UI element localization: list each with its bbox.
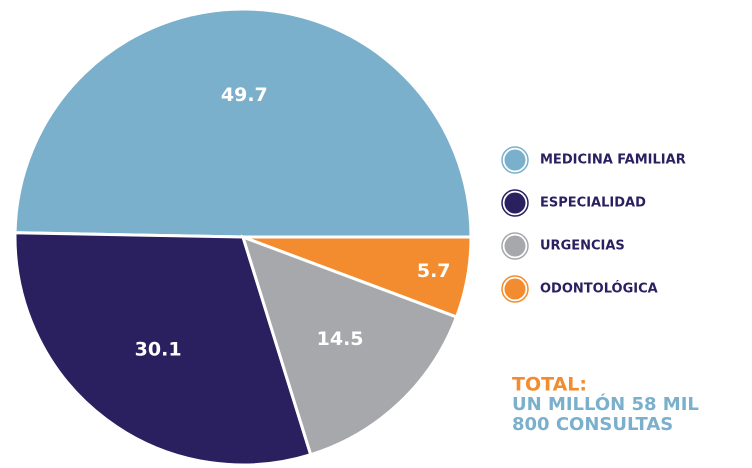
data-label: 30.1 bbox=[135, 339, 182, 361]
total-value: 800 CONSULTAS bbox=[512, 414, 673, 435]
legend-marker bbox=[504, 192, 526, 214]
legend-ring bbox=[501, 189, 529, 217]
total-value: UN MILLÓN 58 MIL bbox=[512, 393, 699, 415]
pie-slice bbox=[240, 234, 459, 457]
legend-label: URGENCIAS bbox=[540, 239, 625, 254]
legend-ring bbox=[501, 232, 529, 260]
total-label: TOTAL: bbox=[512, 374, 587, 396]
data-label: 14.5 bbox=[317, 328, 364, 350]
pie-slice bbox=[13, 7, 473, 239]
data-label: 5.7 bbox=[417, 260, 451, 282]
legend-marker bbox=[504, 235, 526, 257]
pie-slice bbox=[13, 231, 313, 467]
data-label: 49.7 bbox=[221, 84, 268, 106]
legend-marker bbox=[504, 278, 526, 300]
legend-marker bbox=[504, 149, 526, 171]
legend-label: ODONTOLÓGICA bbox=[540, 281, 658, 297]
legend-ring bbox=[501, 146, 529, 174]
legend-label: MEDICINA FAMILIAR bbox=[540, 153, 686, 168]
pie-slice bbox=[242, 235, 473, 319]
legend-ring bbox=[501, 275, 529, 303]
legend-label: ESPECIALIDAD bbox=[540, 196, 646, 211]
